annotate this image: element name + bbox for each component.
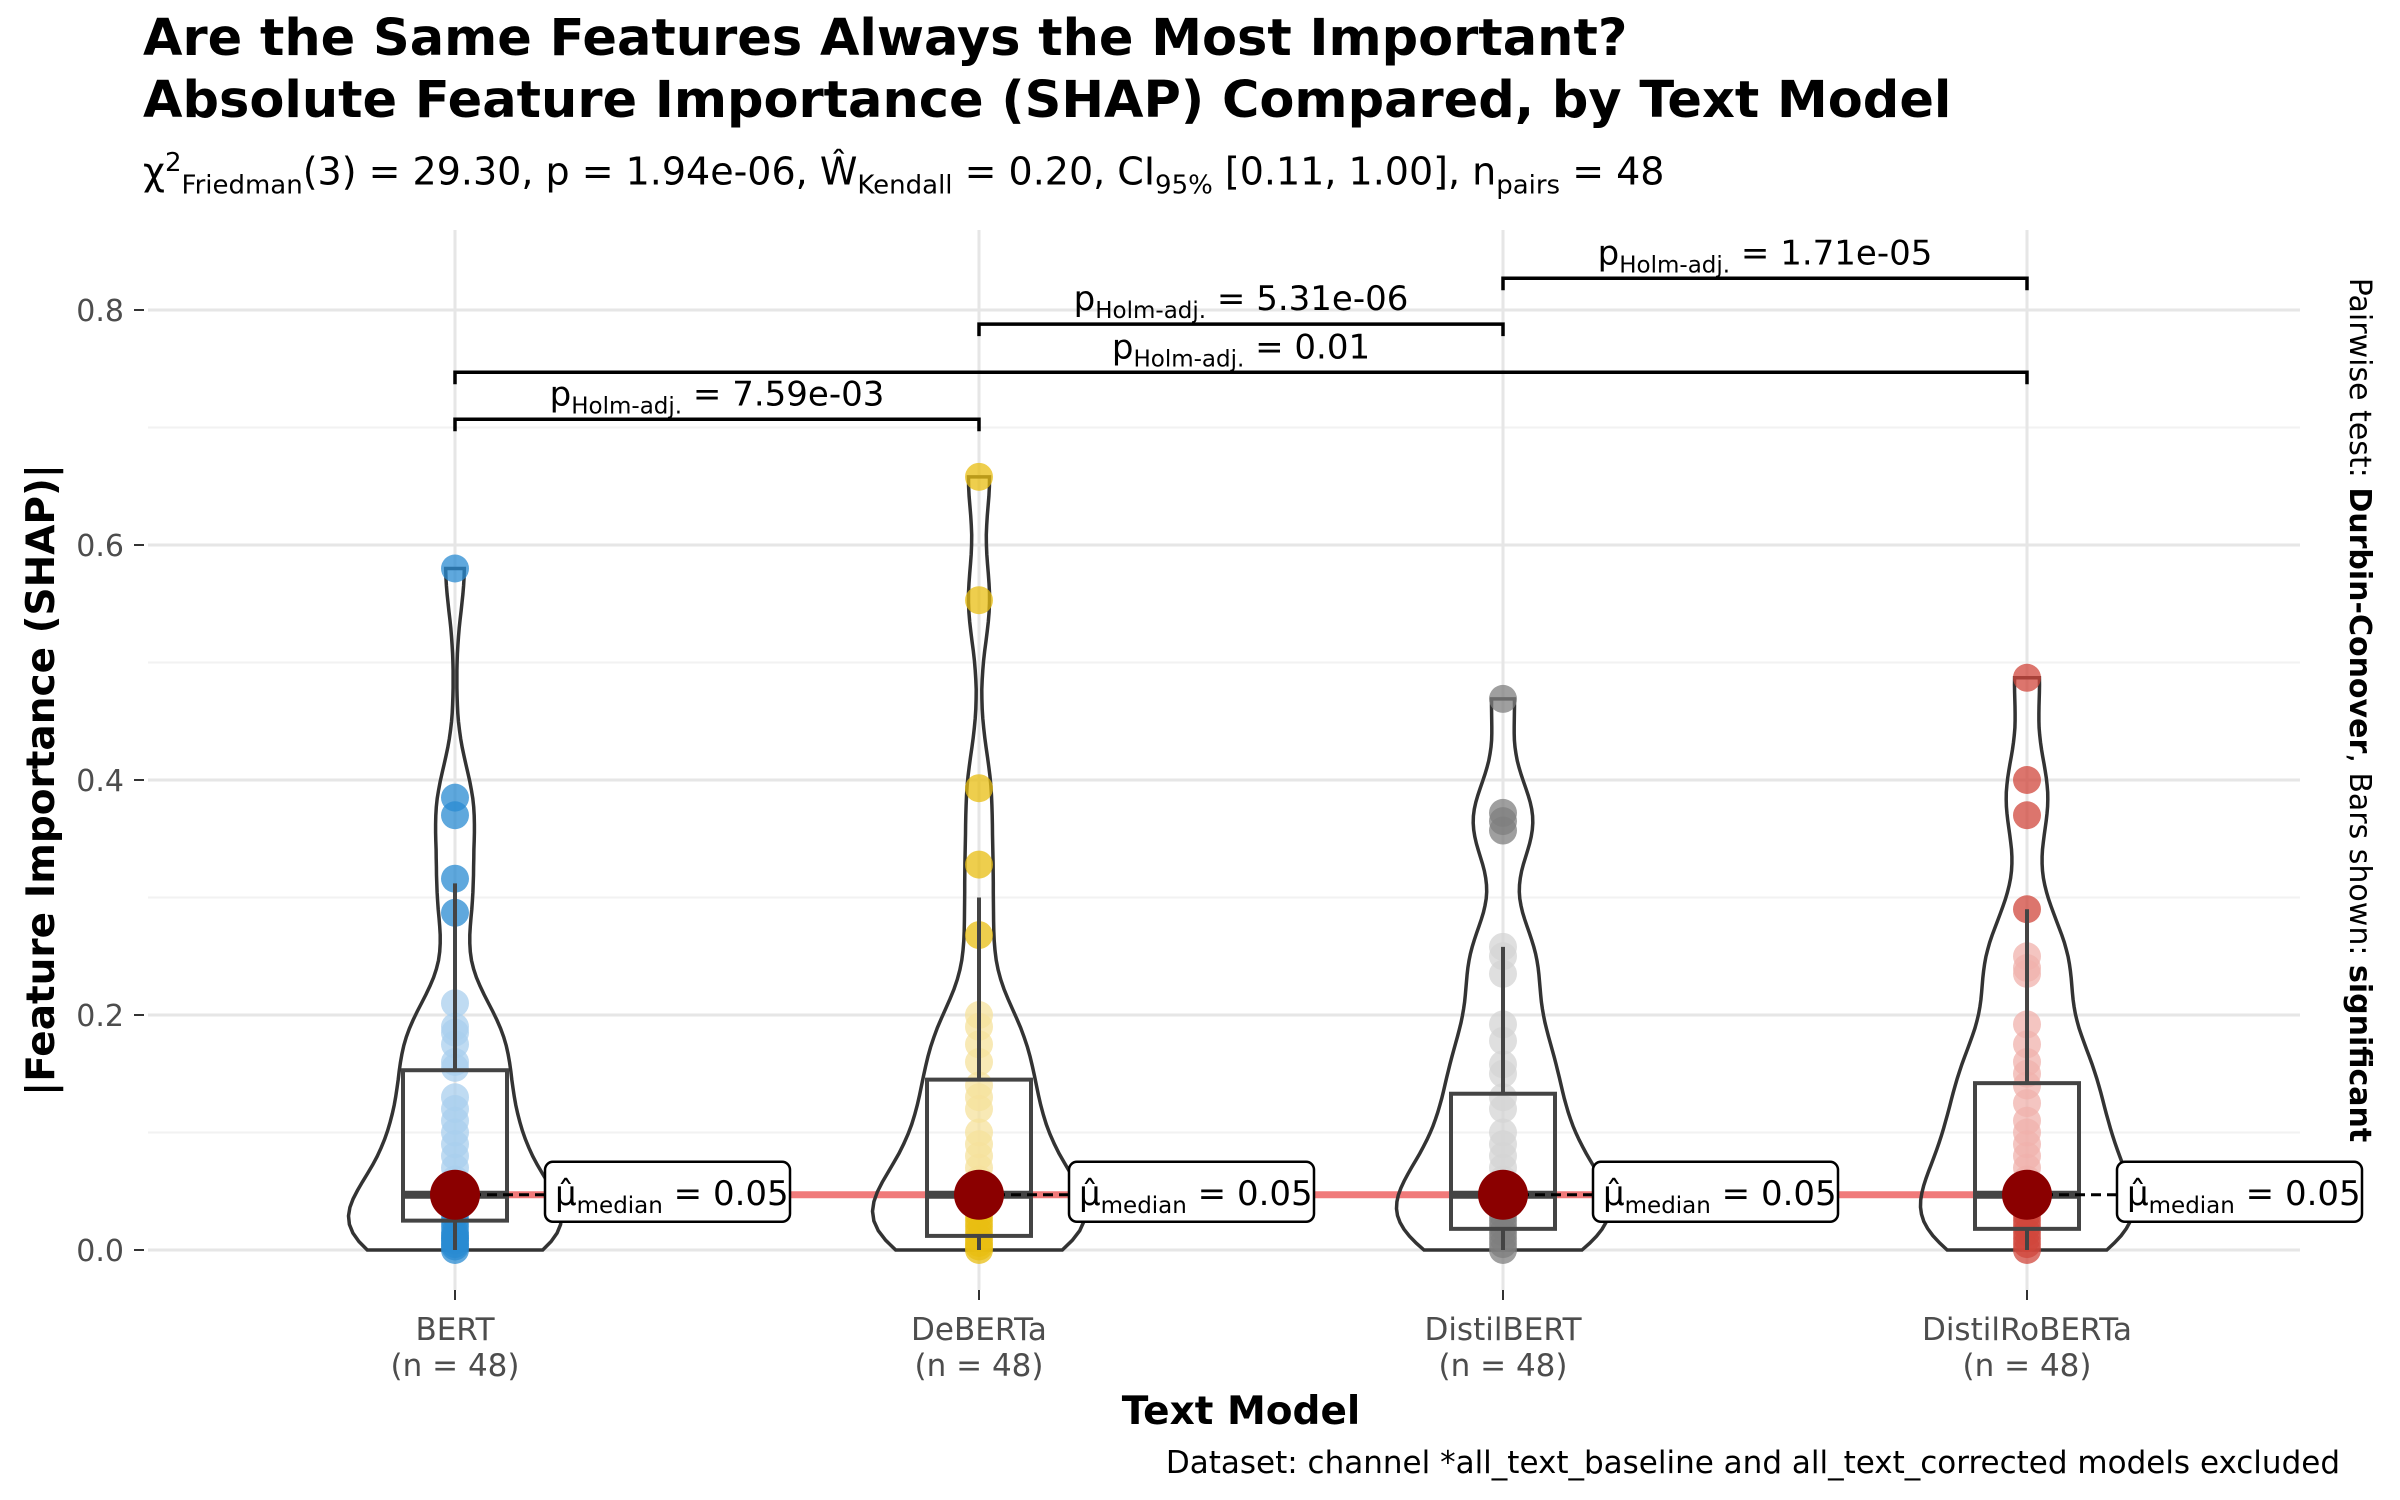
data-point xyxy=(2013,801,2041,830)
data-point xyxy=(1489,684,1517,713)
pvalue-value: = 7.59e-03 xyxy=(682,374,884,414)
pvalue-value: = 1.71e-05 xyxy=(1730,233,1932,273)
x-tick-label: DistilRoBERTa xyxy=(1922,1312,2132,1348)
mean-point xyxy=(1478,1169,1528,1220)
pvalue-symbol: p xyxy=(1112,327,1134,367)
pvalue-symbol: p xyxy=(1598,233,1620,273)
median-symbol: μ̂ xyxy=(1603,1174,1625,1214)
mean-point xyxy=(2002,1169,2052,1220)
mean-point xyxy=(430,1169,480,1220)
n-sub: pairs xyxy=(1496,170,1561,201)
data-point xyxy=(441,801,469,830)
median-label: μ̂median = 0.05 xyxy=(555,1174,789,1219)
data-point xyxy=(441,864,469,893)
chi-sup: 2 xyxy=(164,148,182,178)
box-distilbert xyxy=(1449,1091,1557,1231)
chi-stats: (3) = 29.30, p = 1.94e-06, xyxy=(302,149,820,194)
data-point xyxy=(965,462,993,491)
x-tick-n-label: (n = 48) xyxy=(915,1348,1044,1384)
x-tick-label: BERT xyxy=(415,1312,495,1348)
x-tick-n-label: (n = 48) xyxy=(1963,1348,2092,1384)
y-axis-title: |Feature Importance (SHAP)| xyxy=(19,464,64,1096)
pvalue-symbol: p xyxy=(550,374,572,414)
pvalue-value: = 0.01 xyxy=(1244,327,1370,367)
x-axis-title: Text Model xyxy=(1122,1389,1361,1434)
significance-bracket xyxy=(977,322,1505,337)
pvalue-label: pHolm-adj. = 5.31e-06 xyxy=(1074,279,1409,324)
y-tick-label: 0.0 xyxy=(76,1234,124,1269)
median-symbol: μ̂ xyxy=(1079,1174,1101,1214)
data-point xyxy=(1489,816,1517,845)
chi-sub: Friedman xyxy=(181,170,303,201)
significance-bracket xyxy=(1501,276,2029,291)
side-note-bars: significant xyxy=(2342,965,2377,1142)
median-label: μ̂median = 0.05 xyxy=(1079,1174,1313,1219)
pvalue-subscript: Holm-adj. xyxy=(1095,298,1206,324)
w-sub: Kendall xyxy=(857,170,953,201)
side-note-prefix: Pairwise test: xyxy=(2342,278,2377,488)
box-bert xyxy=(401,1068,509,1223)
data-point xyxy=(2013,766,2041,794)
pvalue-symbol: p xyxy=(1074,279,1096,319)
median-subscript: median xyxy=(1101,1193,1187,1219)
median-subscript: median xyxy=(2149,1193,2235,1219)
chart-title: Are the Same Features Always the Most Im… xyxy=(143,8,1951,132)
median-symbol: μ̂ xyxy=(555,1174,577,1214)
pvalue-subscript: Holm-adj. xyxy=(1133,346,1244,372)
y-tick-label: 0.4 xyxy=(76,764,124,799)
data-point xyxy=(965,1095,993,1123)
median-label: μ̂median = 0.05 xyxy=(2127,1174,2361,1219)
pvalue-subscript: Holm-adj. xyxy=(1619,252,1730,278)
pvalue-subscript: Holm-adj. xyxy=(571,393,682,419)
median-value: = 0.05 xyxy=(1711,1174,1837,1214)
ci-stats: [0.11, 1.00], n xyxy=(1212,149,1497,194)
pvalue-value: = 5.31e-06 xyxy=(1206,279,1408,319)
median-label-box xyxy=(2115,1160,2364,1224)
median-subscript: median xyxy=(1625,1193,1711,1219)
x-tick-n-label: (n = 48) xyxy=(1439,1348,1568,1384)
median-value: = 0.05 xyxy=(663,1174,789,1214)
y-tick-label: 0.8 xyxy=(76,294,124,329)
x-tick-label: DeBERTa xyxy=(911,1312,1047,1348)
data-point xyxy=(965,850,993,879)
data-point xyxy=(965,586,993,615)
dataset-caption: Dataset: channel *all_text_baseline and … xyxy=(1165,1445,2340,1481)
chi-symbol: χ xyxy=(143,149,165,194)
n-stats: = 48 xyxy=(1560,149,1665,194)
median-value: = 0.05 xyxy=(2235,1174,2361,1214)
chart-subtitle: χ2Friedman(3) = 29.30, p = 1.94e-06, ŴKe… xyxy=(143,148,1664,200)
median-label-box xyxy=(1067,1160,1316,1224)
side-note-test: Durbin-Conover xyxy=(2342,487,2377,753)
median-value: = 0.05 xyxy=(1187,1174,1313,1214)
box-distilroberta xyxy=(1973,1081,2081,1231)
pairwise-test-note: Pairwise test: Durbin-Conover, Bars show… xyxy=(2342,278,2377,1142)
pvalue-label: pHolm-adj. = 7.59e-03 xyxy=(550,374,885,419)
y-tick-label: 0.6 xyxy=(76,529,124,564)
title-line-2: Absolute Feature Importance (SHAP) Compa… xyxy=(143,71,1952,130)
pvalue-label: pHolm-adj. = 0.01 xyxy=(1112,327,1370,372)
data-point xyxy=(441,554,469,583)
mean-point xyxy=(954,1169,1004,1220)
median-symbol: μ̂ xyxy=(2127,1174,2149,1214)
data-point xyxy=(965,774,993,803)
title-line-1: Are the Same Features Always the Most Im… xyxy=(143,9,1628,68)
median-label: μ̂median = 0.05 xyxy=(1603,1174,1837,1219)
x-tick-label: DistilBERT xyxy=(1424,1312,1582,1348)
significance-bracket xyxy=(453,417,981,432)
pvalue-label: pHolm-adj. = 1.71e-05 xyxy=(1598,233,1933,278)
w-symbol: Ŵ xyxy=(819,149,858,194)
x-tick-n-label: (n = 48) xyxy=(391,1348,520,1384)
side-note-middle: , Bars shown: xyxy=(2342,753,2377,965)
significance-bracket xyxy=(453,370,2029,385)
box-deberta xyxy=(925,1077,1033,1238)
ci-sub: 95% xyxy=(1155,170,1213,201)
w-stats: = 0.20, CI xyxy=(952,149,1156,194)
data-point xyxy=(2013,663,2041,692)
y-tick-label: 0.2 xyxy=(76,999,124,1034)
data-point xyxy=(1489,1095,1517,1123)
median-label-box xyxy=(1591,1160,1840,1224)
median-subscript: median xyxy=(577,1193,663,1219)
median-label-box xyxy=(543,1160,792,1224)
